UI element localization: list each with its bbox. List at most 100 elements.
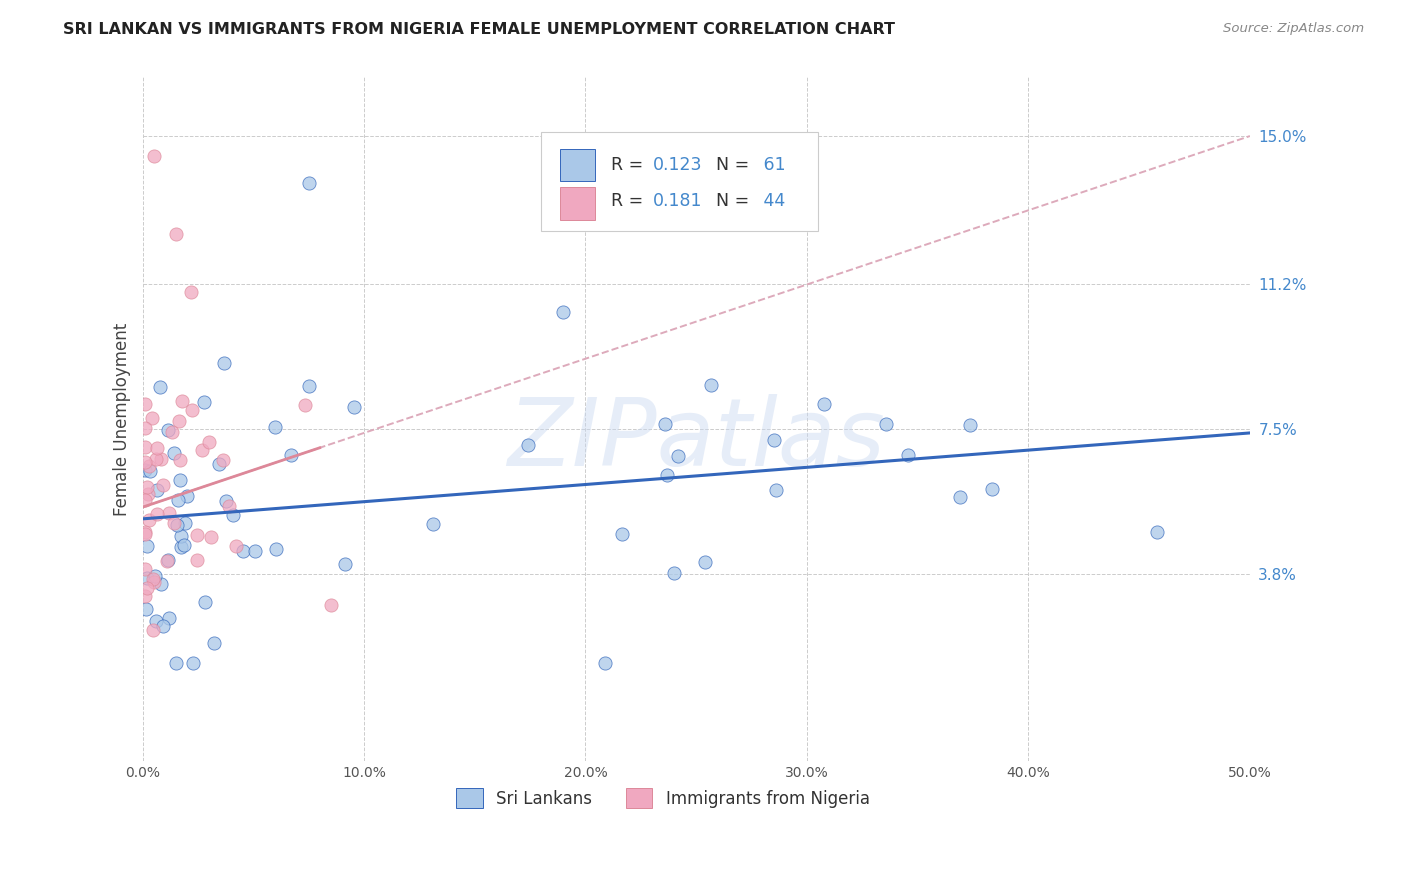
Point <box>136 487 159 501</box>
Point <box>280 448 302 462</box>
Text: 0.123: 0.123 <box>652 156 703 174</box>
Point <box>294 398 316 412</box>
Point <box>654 417 676 431</box>
Point <box>172 393 194 408</box>
Point <box>517 438 540 452</box>
Point <box>875 417 897 431</box>
Point <box>763 433 786 447</box>
Point <box>142 572 165 586</box>
Point <box>949 490 972 504</box>
Point <box>138 458 160 473</box>
Point <box>298 176 321 190</box>
Point <box>146 483 169 497</box>
Point <box>157 506 180 520</box>
Point <box>211 453 233 467</box>
Point <box>156 423 179 437</box>
Point <box>243 543 266 558</box>
Point <box>136 479 159 493</box>
Point <box>135 539 157 553</box>
Point <box>215 494 238 508</box>
Point <box>664 566 686 580</box>
Text: 0.181: 0.181 <box>652 193 703 211</box>
FancyBboxPatch shape <box>560 186 596 219</box>
Point <box>142 574 165 589</box>
Point <box>156 554 179 568</box>
Text: N =: N = <box>716 193 755 211</box>
Point <box>142 624 165 638</box>
Point <box>335 557 357 571</box>
Point <box>134 524 156 539</box>
Text: ZIPatlas: ZIPatlas <box>508 394 886 485</box>
Point <box>163 516 186 530</box>
Point <box>149 380 172 394</box>
Point <box>700 377 723 392</box>
Point <box>146 508 169 522</box>
Point <box>135 602 157 616</box>
Point <box>134 463 156 477</box>
Point <box>218 499 240 513</box>
Text: R =: R = <box>612 156 648 174</box>
Point <box>134 493 156 508</box>
Point <box>166 518 188 533</box>
Y-axis label: Female Unemployment: Female Unemployment <box>114 323 131 516</box>
FancyBboxPatch shape <box>560 149 596 181</box>
Point <box>194 595 217 609</box>
Text: 61: 61 <box>758 156 786 174</box>
Point <box>264 541 287 556</box>
Point <box>264 420 287 434</box>
Point <box>143 568 166 582</box>
Point <box>666 449 689 463</box>
Point <box>297 379 319 393</box>
Point <box>157 611 180 625</box>
Point <box>200 530 222 544</box>
Point <box>212 356 235 370</box>
Text: N =: N = <box>716 156 755 174</box>
Text: Source: ZipAtlas.com: Source: ZipAtlas.com <box>1223 22 1364 36</box>
Point <box>135 571 157 585</box>
Point <box>202 636 225 650</box>
Point <box>183 657 205 671</box>
Point <box>169 453 191 467</box>
Point <box>160 425 183 439</box>
Point <box>1146 525 1168 540</box>
Point <box>655 468 678 483</box>
Point <box>165 227 187 241</box>
Point <box>693 555 716 569</box>
Point <box>135 582 157 596</box>
Point <box>553 305 575 319</box>
Point <box>186 552 208 566</box>
Point <box>145 451 167 466</box>
Point <box>232 543 254 558</box>
Point <box>146 441 169 455</box>
Point <box>150 451 173 466</box>
Point <box>157 552 180 566</box>
Point <box>134 562 156 576</box>
Point <box>612 527 634 541</box>
Text: R =: R = <box>612 193 648 211</box>
Point <box>186 528 208 542</box>
Point <box>134 527 156 541</box>
Point <box>225 539 247 553</box>
Point <box>343 400 366 414</box>
Point <box>897 448 920 462</box>
Point <box>174 516 197 531</box>
Point <box>167 493 190 508</box>
Point <box>165 657 187 671</box>
Point <box>190 443 212 458</box>
FancyBboxPatch shape <box>541 132 818 231</box>
Point <box>593 657 616 671</box>
Point <box>198 434 221 449</box>
Point <box>319 598 342 612</box>
Point <box>169 474 191 488</box>
Point <box>980 482 1002 496</box>
Point <box>193 395 215 409</box>
Point <box>173 538 195 552</box>
Point <box>176 489 198 503</box>
Point <box>139 464 162 478</box>
Point <box>170 529 193 543</box>
Point <box>180 285 202 300</box>
Point <box>138 513 160 527</box>
Point <box>152 618 174 632</box>
Point <box>134 421 156 435</box>
Point <box>221 508 243 523</box>
